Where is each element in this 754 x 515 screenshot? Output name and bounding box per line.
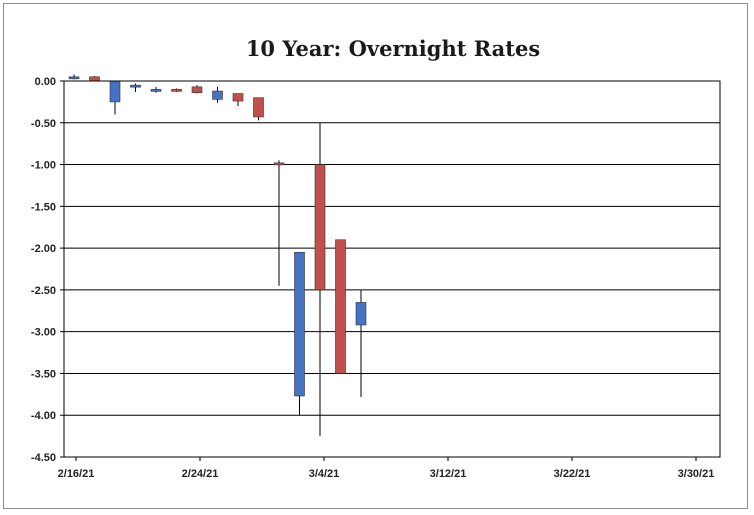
candlestick-chart: 10 Year: Overnight Rates 0.00 -0.50 -1.00 -…: [31, 36, 721, 480]
y-tick-label: 0.00: [35, 76, 56, 88]
candle-body-up: [294, 251, 305, 397]
candle-body-down: [191, 86, 203, 93]
candle-body-up: [150, 89, 162, 92]
candle-body-down: [253, 97, 264, 118]
chart-frame: 10 Year: Overnight Rates 0.00 -0.50 -1.00 -…: [3, 3, 748, 509]
plot-area-border: [63, 80, 721, 458]
candle-body-up: [355, 302, 367, 326]
y-axis-tick-labels: 0.00 -0.50 -1.00 -1.50 -2.00 -2.50 -3.00 -3.50 -…: [31, 76, 56, 464]
x-axis-tick-labels: 2/16/21 2/24/21 3/4/21 3/12/21 3/22/21 3/30/2…: [58, 468, 715, 480]
x-tick-label: 3/30/21: [678, 468, 715, 480]
y-tick-label: -0.50: [31, 118, 56, 130]
y-tick-label: -2.00: [31, 243, 56, 255]
candle-body-up: [68, 76, 80, 80]
candle-body-down: [171, 89, 182, 92]
x-tick-label: 3/12/21: [430, 468, 467, 480]
gridlines: [60, 80, 720, 461]
candle-body-down: [273, 162, 285, 166]
y-tick-label: -1.00: [31, 160, 56, 172]
candle-body-down: [89, 76, 100, 82]
x-tick-label: 2/24/21: [182, 468, 219, 480]
x-tick-label: 2/16/21: [58, 468, 95, 480]
candle-body-up: [109, 80, 121, 103]
y-tick-label: -3.50: [31, 368, 56, 380]
y-tick-label: -2.50: [31, 285, 56, 297]
y-tick-label: -4.00: [31, 410, 56, 422]
x-tick-label: 3/22/21: [554, 468, 591, 480]
y-tick-label: -1.50: [31, 201, 56, 213]
candle-body-up: [130, 84, 141, 88]
y-tick-label: -3.00: [31, 327, 56, 339]
candle-body-down: [232, 93, 244, 102]
candle-body-down: [314, 164, 326, 291]
y-tick-label: -4.50: [31, 452, 56, 464]
chart-title: 10 Year: Overnight Rates: [246, 36, 540, 61]
candle-body-down: [335, 239, 346, 374]
candles: [68, 74, 367, 437]
candle-body-up: [212, 90, 223, 100]
x-tick-label: 3/4/21: [309, 468, 340, 480]
